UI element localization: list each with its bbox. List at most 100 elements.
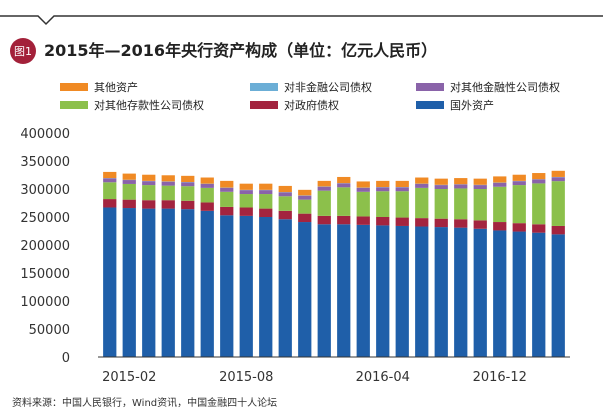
chart-title: 2015年—2016年央行资产构成（单位：亿元人民币） [44,41,438,60]
bar-segment [376,217,390,226]
bar-segment [239,183,253,190]
bar-segment [415,226,429,357]
x-tick-label: 2015-08 [219,370,273,385]
y-tick-label: 200000 [20,239,70,254]
bar-segment [278,192,292,197]
bar-segment [200,177,214,184]
bar-segment [200,183,214,188]
bar-segment [454,219,468,228]
bar-segment [200,187,214,203]
bar-segment [493,176,507,183]
y-tick-label: 300000 [20,183,70,198]
bar-segment [239,194,253,208]
bar-segment [493,182,507,187]
bar-segment [142,181,156,186]
bar-segment [356,181,370,188]
bar-segment [298,195,312,200]
bar-segment [259,190,273,195]
bar-segment [337,176,351,184]
legend-label: 其他资产 [94,81,138,94]
bar-segment [161,208,175,357]
bar-segment [142,185,156,201]
bar-segment [395,180,409,188]
x-tick-label: 2015-02 [102,370,156,385]
bar-segment [395,191,409,218]
bar-segment [551,181,565,226]
bar-segment [395,187,409,192]
bar-segment [551,234,565,357]
legend-item-other-assets: 其他资产 [60,79,138,95]
bar-segment [532,183,546,225]
bar-segment [415,183,429,188]
legend-item-other-depository-claims: 对其他存款性公司债权 [60,97,204,113]
bar-segment [512,174,526,181]
bar-segment [161,175,175,182]
bar-segment [259,208,273,217]
bar-segment [122,183,136,200]
bar-segment [142,200,156,209]
bar-segment [161,200,175,209]
bar-segment [376,180,390,188]
bar-segment [532,173,546,180]
bar-segment [454,184,468,189]
bar-segment [356,216,370,225]
bar-segment [278,210,292,220]
legend-swatch [416,101,444,109]
bar-segment [161,185,175,201]
legend-label: 国外资产 [450,99,494,112]
bar-segment [415,218,429,227]
bar-segment [181,200,195,210]
bar-segment [415,177,429,184]
bar-segment [103,178,117,183]
source-note: 资料来源：中国人民银行，Wind资讯，中国金融四十人论坛 [12,398,278,409]
bar-segment [356,224,370,357]
bar-segment [161,181,175,186]
bar-segment [298,213,312,223]
legend-item-nonfinancial-claims: 对非金融公司债权 [250,79,372,95]
x-tick-label: 2016-12 [473,370,527,385]
bar-segment [298,199,312,214]
bar-segment [376,187,390,192]
bar-segment [337,187,351,216]
bar-segment [317,190,331,216]
bar-segment [473,220,487,229]
bar-segment [551,225,565,235]
bar-segment [298,189,312,196]
bar-segment [376,225,390,357]
bar-segment [239,215,253,357]
y-tick-label: 50000 [29,323,70,338]
bar-segment [317,224,331,357]
y-tick-label: 350000 [20,155,70,170]
bar-segment [220,187,234,192]
legend-swatch [250,83,278,91]
legend-label: 对非金融公司债权 [284,81,372,94]
bar-segment [142,208,156,357]
bar-segment [473,228,487,357]
y-tick-label: 400000 [20,127,70,142]
bar-segment [181,186,195,201]
legend-swatch [250,101,278,109]
bar-segment [122,208,136,357]
bar-segment [551,177,565,182]
bar-segment [376,191,390,217]
legend-item-other-financial-claims: 对其他金融性公司债权 [416,79,560,95]
legend-item-government-claims: 对政府债权 [250,97,339,113]
bar-segment [493,230,507,357]
bar-segment [200,202,214,211]
bar-segment [454,188,468,220]
bar-segment [278,219,292,357]
header-rule [0,15,603,26]
bar-segment [317,215,331,225]
figure-badge: 图1 [10,38,36,64]
bar-segment [512,181,526,186]
bar-segment [551,170,565,177]
bar-segment [395,225,409,357]
bar-segment [317,180,331,187]
bar-segment [181,182,195,187]
bar-segment [181,175,195,182]
bar-segment [259,217,273,357]
bar-segment [434,218,448,228]
bar-segment [493,222,507,231]
legend-swatch [416,83,444,91]
bar-segment [415,187,429,219]
